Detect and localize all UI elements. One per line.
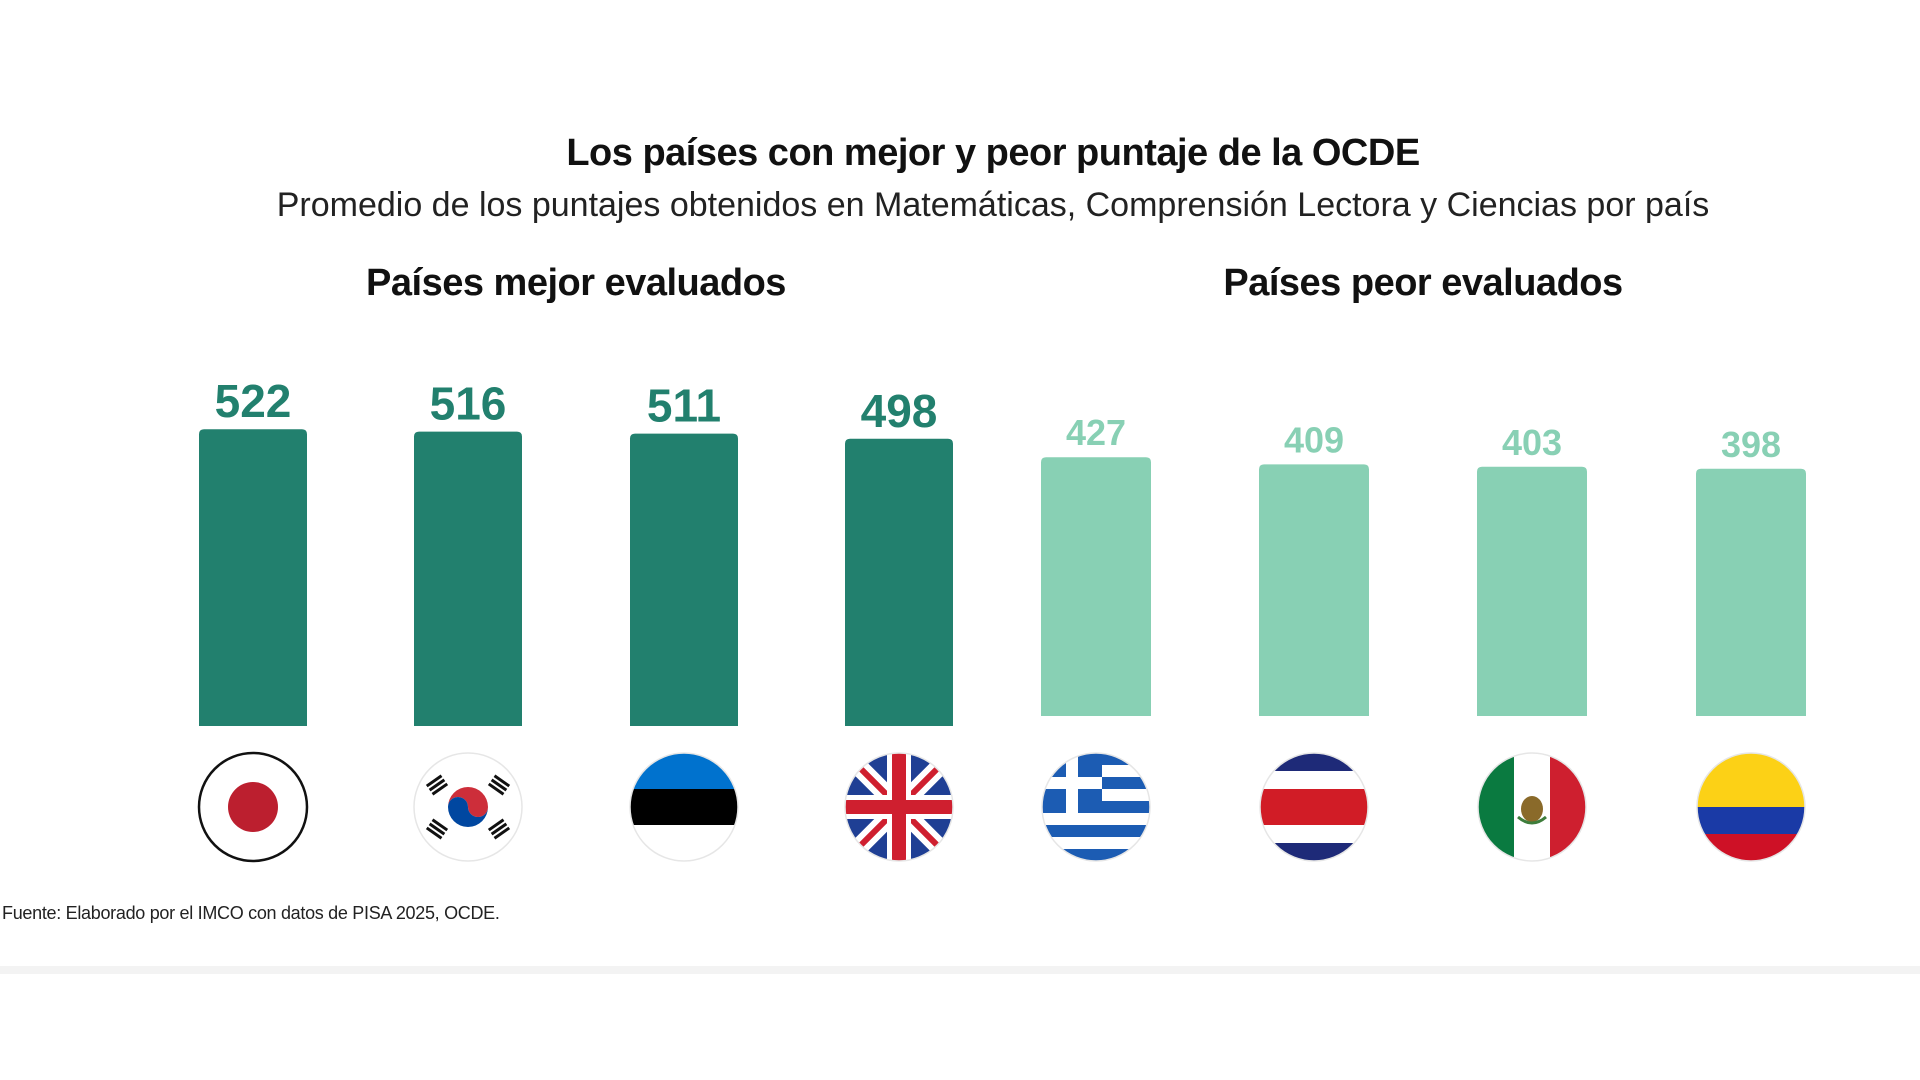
value-label: 409 bbox=[1284, 419, 1344, 460]
source-note: Fuente: Elaborado por el IMCO con datos … bbox=[2, 903, 500, 923]
chart-title: Los países con mejor y peor puntaje de l… bbox=[566, 132, 1420, 174]
value-label: 511 bbox=[647, 380, 721, 432]
best-group-title: Países mejor evaluados bbox=[366, 262, 786, 304]
japan-flag-icon bbox=[197, 751, 309, 863]
value-label: 522 bbox=[215, 375, 292, 427]
colombia-flag-icon bbox=[1696, 752, 1806, 862]
bar-united-kingdom bbox=[845, 438, 953, 726]
uk-flag-icon bbox=[844, 752, 954, 862]
greece-flag-icon bbox=[1041, 752, 1151, 862]
value-label: 498 bbox=[861, 385, 938, 437]
value-label: 403 bbox=[1502, 422, 1562, 463]
bottom-divider bbox=[0, 966, 1920, 974]
mexico-flag-icon bbox=[1477, 752, 1587, 862]
bar-japan bbox=[199, 429, 307, 726]
south-korea-flag-icon bbox=[413, 752, 523, 862]
costa-rica-flag-icon bbox=[1259, 752, 1369, 862]
chart-subtitle: Promedio de los puntajes obtenidos en Ma… bbox=[276, 186, 1710, 224]
value-label: 516 bbox=[430, 378, 507, 430]
estonia-flag-icon bbox=[629, 752, 739, 862]
bar-south-korea bbox=[414, 431, 522, 726]
value-label: 427 bbox=[1066, 412, 1126, 453]
bar-greece bbox=[1041, 457, 1151, 716]
value-label: 398 bbox=[1721, 424, 1781, 465]
bar-estonia bbox=[630, 433, 738, 726]
bar-mexico bbox=[1477, 466, 1587, 716]
worst-group-title: Países peor evaluados bbox=[1223, 262, 1623, 304]
bar-costa-rica bbox=[1259, 464, 1369, 716]
bar-colombia bbox=[1696, 468, 1806, 716]
